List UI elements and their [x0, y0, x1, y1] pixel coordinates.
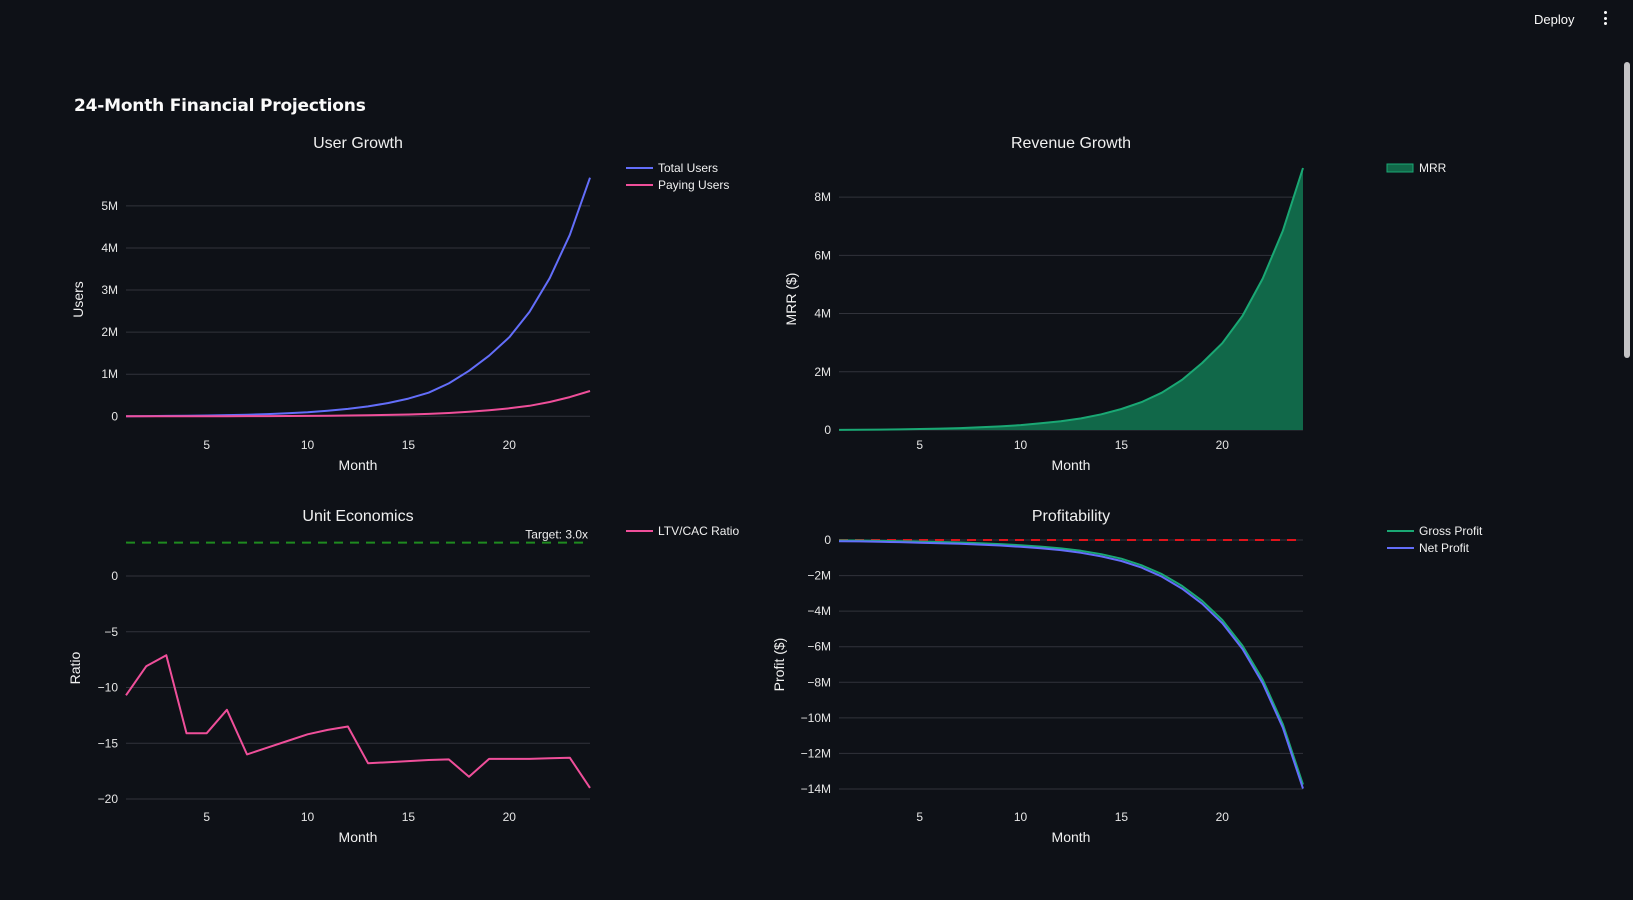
y-tick-label: 0	[111, 409, 118, 423]
reference-line-label: Target: 3.0x	[525, 528, 588, 542]
y-tick-label: 4M	[814, 307, 831, 321]
series-line-paying-users	[126, 390, 591, 418]
x-tick-label: 20	[1216, 810, 1230, 824]
x-tick-label: 5	[203, 810, 210, 824]
y-tick-label: −12M	[801, 746, 831, 760]
y-tick-label: 3M	[101, 283, 118, 297]
area-fill-mrr	[839, 168, 1303, 430]
x-axis-label: Month	[339, 457, 378, 473]
kebab-menu-icon[interactable]	[1598, 8, 1612, 28]
kebab-dot	[1603, 22, 1607, 25]
x-tick-label: 5	[916, 438, 923, 452]
y-axis-label: Profit ($)	[771, 638, 787, 692]
x-tick-label: 10	[1014, 438, 1028, 452]
x-tick-label: 5	[203, 438, 210, 452]
x-tick-label: 15	[402, 810, 416, 824]
y-tick-label: −6M	[807, 640, 831, 654]
y-tick-label: 5M	[101, 199, 118, 213]
x-tick-label: 20	[503, 438, 517, 452]
x-tick-label: 10	[301, 810, 315, 824]
chart-title: User Growth	[313, 135, 403, 152]
x-tick-label: 5	[916, 810, 923, 824]
y-tick-label: −2M	[807, 569, 831, 583]
y-tick-label: −8M	[807, 675, 831, 689]
kebab-dot	[1603, 11, 1607, 14]
x-tick-label: 20	[503, 810, 517, 824]
x-axis-label: Month	[1052, 457, 1091, 473]
legend-swatch	[1386, 163, 1414, 173]
y-tick-label: −14M	[801, 782, 831, 796]
y-tick-label: 0	[111, 569, 118, 583]
x-axis-label: Month	[1052, 829, 1091, 845]
y-axis-label: MRR ($)	[783, 273, 799, 326]
x-axis-label: Month	[339, 829, 378, 845]
y-tick-label: 0	[824, 423, 831, 437]
vertical-scrollbar[interactable]	[1624, 62, 1630, 358]
y-tick-label: −10M	[801, 711, 831, 725]
y-tick-label: −5	[104, 625, 118, 639]
chart-title: Unit Economics	[302, 508, 413, 525]
y-tick-label: 4M	[101, 241, 118, 255]
series-line-net-profit	[838, 540, 1304, 789]
y-tick-label: 2M	[814, 365, 831, 379]
series-line-mrr	[838, 167, 1304, 431]
series-line-ltv-cac-ratio	[125, 654, 591, 789]
x-tick-label: 15	[1115, 438, 1129, 452]
chart-title: Revenue Growth	[1011, 135, 1131, 152]
y-tick-label: 0	[824, 533, 831, 547]
y-tick-label: 8M	[814, 190, 831, 204]
y-tick-label: 1M	[101, 367, 118, 381]
y-axis-label: Users	[70, 281, 86, 318]
x-tick-label: 10	[301, 438, 315, 452]
legend-label: Net Profit	[1419, 541, 1470, 555]
legend-label: Gross Profit	[1419, 524, 1483, 538]
legend-label: MRR	[1419, 161, 1447, 175]
legend-label: Total Users	[658, 161, 718, 175]
legend-label: Paying Users	[658, 178, 729, 192]
x-tick-label: 20	[1216, 438, 1230, 452]
x-tick-label: 15	[1115, 810, 1129, 824]
y-axis-label: Ratio	[67, 651, 83, 684]
legend-label: LTV/CAC Ratio	[658, 524, 739, 538]
y-tick-label: 6M	[814, 248, 831, 262]
page-title: 24-Month Financial Projections	[74, 96, 366, 116]
deploy-button[interactable]: Deploy	[1534, 12, 1575, 27]
y-tick-label: 2M	[101, 325, 118, 339]
series-line-gross-profit	[838, 539, 1304, 785]
x-tick-label: 15	[402, 438, 416, 452]
kebab-dot	[1603, 16, 1607, 20]
y-tick-label: −15	[98, 736, 119, 750]
y-tick-label: −20	[98, 792, 119, 806]
chart-title: Profitability	[1032, 508, 1110, 525]
x-tick-label: 10	[1014, 810, 1028, 824]
y-tick-label: −10	[98, 681, 119, 695]
y-tick-label: −4M	[807, 604, 831, 618]
app-header: Deploy	[0, 0, 1633, 40]
